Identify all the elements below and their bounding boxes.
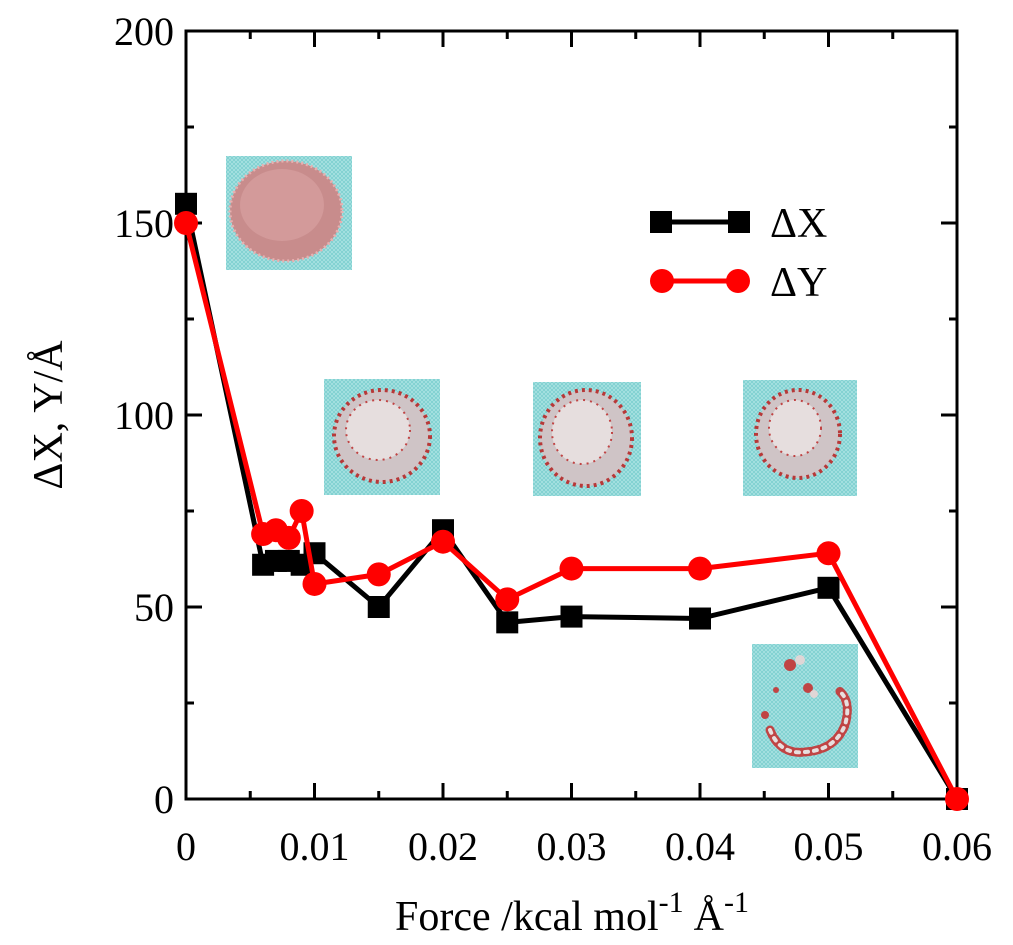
data-point-dy (559, 556, 584, 581)
x-tick-label: 0.03 (537, 824, 607, 869)
x-axis-title-sup-1: -1 (659, 886, 684, 919)
legend-label-dx: ΔX (770, 201, 827, 247)
legend: ΔX ΔY (650, 201, 827, 306)
inset-snapshot-compact-2 (533, 382, 641, 496)
y-tick-label: 50 (134, 585, 174, 630)
data-point-dy (495, 587, 520, 612)
x-tick-label: 0.04 (665, 824, 735, 869)
y-axis-title: ΔX, Y/Å (26, 340, 72, 490)
x-tick-label: 0.01 (280, 824, 350, 869)
x-axis-title-sup-2: -1 (724, 886, 749, 919)
y-tick-label: 100 (114, 393, 174, 438)
axis-tick-labels: 0 0.01 0.02 0.03 0.04 0.05 0.06 0 50 100 150 200 (114, 9, 992, 869)
x-axis-title-main: Force /kcal mol (395, 894, 659, 940)
data-point-dx (689, 607, 711, 630)
y-tick-label: 200 (114, 9, 174, 54)
inset-snapshot-compact-1 (324, 379, 440, 495)
data-point-dy (276, 525, 301, 550)
inset-images (226, 156, 858, 768)
inset-snapshot-fragmented (752, 644, 858, 768)
inset-snapshot-dense (226, 156, 352, 270)
x-axis-title-unit: Å (694, 894, 725, 940)
x-tick-label: 0.02 (408, 824, 478, 869)
data-point-dy (945, 787, 969, 811)
x-tick-label: 0 (176, 824, 196, 869)
data-point-dy (688, 556, 712, 581)
data-point-dx (496, 611, 519, 634)
y-tick-label: 150 (114, 201, 174, 246)
inset-snapshot-compact-3 (743, 380, 857, 496)
series-dx (175, 192, 968, 810)
data-point-dy (816, 541, 841, 566)
series-layer (174, 192, 969, 811)
y-tick-label: 0 (154, 777, 174, 822)
data-point-dy (431, 529, 455, 554)
legend-marker-dx-end (728, 211, 750, 233)
legend-marker-dy (650, 269, 674, 293)
data-point-dx (817, 576, 840, 599)
data-point-dy (302, 571, 327, 596)
data-point-dy (366, 562, 391, 587)
x-axis-title: Force /kcal mol-1 Å-1 (395, 886, 749, 940)
axis-ticks (184, 29, 959, 801)
legend-label-dy: ΔY (770, 260, 827, 306)
data-point-dx (175, 192, 197, 215)
legend-marker-dx (650, 211, 672, 233)
x-tick-label: 0.05 (794, 824, 864, 869)
data-point-dy (289, 499, 314, 523)
data-point-dx (560, 605, 583, 628)
legend-marker-dy-end (726, 269, 750, 293)
series-dy (174, 211, 969, 811)
x-tick-label: 0.06 (922, 824, 992, 869)
data-point-dy (174, 211, 198, 235)
data-point-dx (367, 596, 390, 618)
